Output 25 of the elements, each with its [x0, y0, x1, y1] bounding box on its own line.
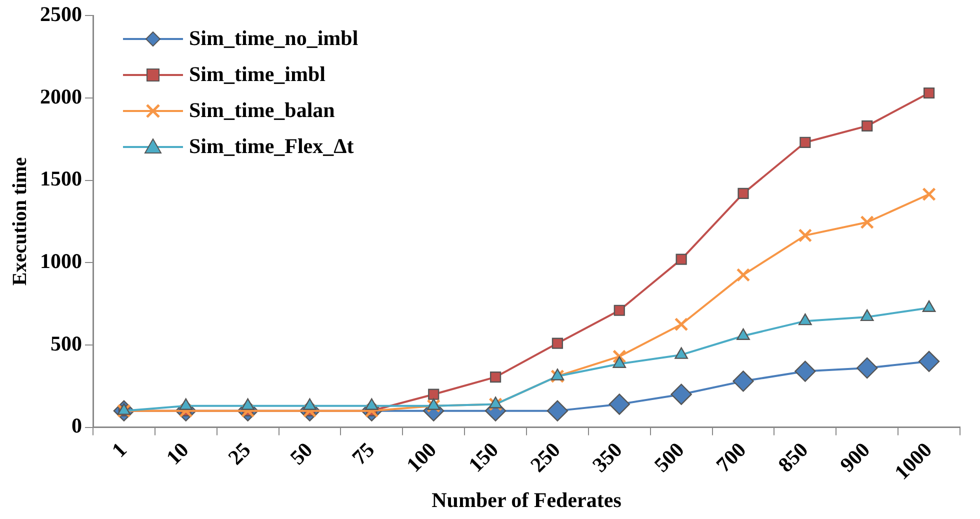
x-tick-label: 350 — [588, 438, 627, 477]
x-tick-label: 700 — [711, 438, 751, 477]
x-tick-label: 250 — [526, 438, 565, 477]
x-tick-label: 10 — [161, 438, 194, 470]
legend-label: Sim_time_balan — [189, 98, 335, 124]
x-tick-label: 1 — [106, 438, 132, 462]
y-tick-label: 500 — [50, 331, 82, 356]
y-tick-label: 1000 — [40, 249, 82, 274]
y-tick-label: 2500 — [40, 2, 82, 26]
y-tick-label: 2000 — [40, 84, 82, 108]
x-tick-label: 50 — [285, 438, 318, 470]
legend-label: Sim_time_no_imbl — [189, 26, 358, 52]
y-tick-label: 1500 — [40, 166, 82, 191]
y-axis-title: Execution time — [9, 157, 32, 286]
y-tick-label: 0 — [72, 414, 82, 438]
x-tick-label: 75 — [347, 438, 380, 470]
legend-label: Sim_time_Flex_Δt — [189, 134, 354, 160]
x-tick-label: 100 — [402, 438, 441, 477]
x-axis-title: Number of Federates — [432, 488, 622, 512]
legend-label: Sim_time_imbl — [189, 62, 326, 88]
x-tick-label: 850 — [773, 438, 813, 477]
x-tick-label: 25 — [223, 438, 256, 470]
x-tick-label: 150 — [464, 438, 503, 477]
x-tick-label: 900 — [835, 438, 874, 477]
x-tick-label: 500 — [649, 438, 689, 477]
